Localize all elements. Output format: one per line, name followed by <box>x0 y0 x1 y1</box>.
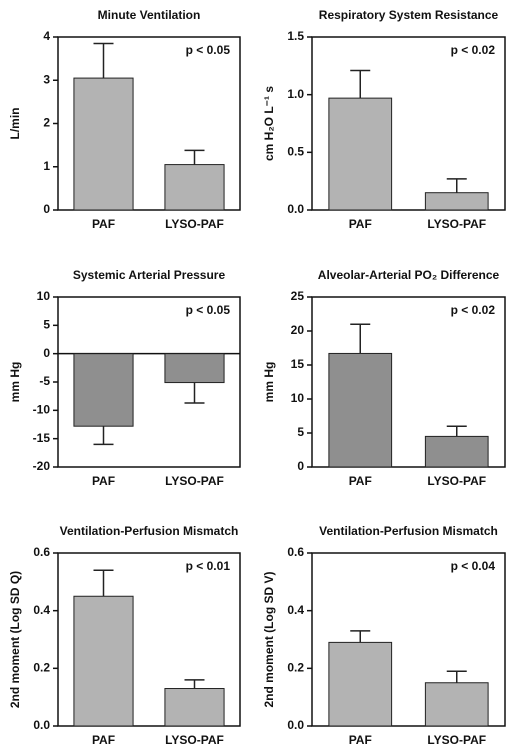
bar <box>328 97 393 211</box>
x-tick-label: PAF <box>92 474 115 488</box>
error-bar <box>350 323 371 354</box>
bar <box>164 353 225 384</box>
error-bar <box>184 149 205 165</box>
x-tick-label: LYSO-PAF <box>427 733 486 747</box>
y-tick-label: 5 <box>297 425 304 439</box>
y-tick-label: -15 <box>33 431 51 445</box>
y-tick-label: 0.4 <box>287 603 304 617</box>
x-tick-label: PAF <box>92 217 115 231</box>
plot-frame <box>311 36 506 211</box>
chart-title: Ventilation-Perfusion Mismatch <box>60 524 239 538</box>
error-bar <box>184 382 205 404</box>
error-bar <box>446 425 467 437</box>
x-tick-label: PAF <box>349 474 372 488</box>
y-axis-label: 2nd moment (Log SD Q) <box>8 571 22 708</box>
chart-title: Systemic Arterial Pressure <box>73 268 226 282</box>
bar <box>73 595 134 727</box>
error-bar <box>93 569 114 597</box>
y-tick-label: 0 <box>43 202 50 216</box>
y-tick-label: 0.2 <box>33 661 50 675</box>
bar <box>164 164 225 211</box>
plot-frame <box>311 552 506 727</box>
y-tick-label: 1 <box>43 159 50 173</box>
bar <box>424 192 489 211</box>
y-tick-label: 10 <box>37 289 51 303</box>
y-tick-label: 0.0 <box>33 718 50 732</box>
y-tick-label: 1.0 <box>287 87 304 101</box>
x-tick-label: LYSO-PAF <box>427 217 486 231</box>
y-tick-label: 2 <box>43 116 50 130</box>
bar <box>328 352 393 468</box>
y-tick-label: 0.4 <box>33 603 50 617</box>
y-tick-label: 4 <box>43 29 50 43</box>
chart-title: Respiratory System Resistance <box>319 8 499 22</box>
y-tick-label: 0.0 <box>287 718 304 732</box>
y-tick-label: -5 <box>39 374 50 388</box>
x-tick-label: PAF <box>349 217 372 231</box>
plot-frame <box>311 296 506 468</box>
y-axis-label: cm H₂O L⁻¹ s <box>262 86 276 161</box>
x-tick-label: PAF <box>349 733 372 747</box>
y-tick-label: -20 <box>33 459 51 473</box>
chart-title: Alveolar-Arterial PO₂ Difference <box>318 268 500 282</box>
y-tick-label: 0.6 <box>287 545 304 559</box>
y-tick-label: 5 <box>43 318 50 332</box>
y-tick-label: 1.5 <box>287 29 304 43</box>
error-bar <box>446 670 467 683</box>
bar <box>164 688 225 727</box>
y-tick-label: 15 <box>291 357 305 371</box>
annotation: p < 0.02 <box>451 43 496 57</box>
y-axis-label: mm Hg <box>8 362 22 403</box>
y-axis-label: mm Hg <box>262 362 276 403</box>
y-tick-label: 0.6 <box>33 545 50 559</box>
annotation: p < 0.02 <box>451 303 496 317</box>
y-tick-label: 0 <box>43 346 50 360</box>
bar <box>328 641 393 727</box>
y-tick-label: 25 <box>291 289 305 303</box>
y-tick-label: 0.5 <box>287 145 304 159</box>
bar <box>424 682 489 727</box>
x-tick-label: LYSO-PAF <box>165 733 224 747</box>
annotation: p < 0.01 <box>186 559 231 573</box>
y-tick-label: 0.2 <box>287 661 304 675</box>
y-tick-label: 3 <box>43 72 50 86</box>
x-tick-label: LYSO-PAF <box>427 474 486 488</box>
y-tick-label: 20 <box>291 323 305 337</box>
error-bar <box>350 630 371 643</box>
y-axis-label: 2nd moment (Log SD V) <box>262 572 276 708</box>
error-bar <box>446 178 467 193</box>
annotation: p < 0.05 <box>186 303 231 317</box>
y-tick-label: -10 <box>33 403 51 417</box>
chart-title: Minute Ventilation <box>98 8 201 22</box>
bar <box>424 435 489 468</box>
x-tick-label: LYSO-PAF <box>165 474 224 488</box>
plot-frame <box>57 552 241 727</box>
annotation: p < 0.04 <box>451 559 496 573</box>
y-tick-label: 0 <box>297 459 304 473</box>
bar <box>73 353 134 427</box>
error-bar <box>93 42 114 79</box>
annotation: p < 0.05 <box>186 43 231 57</box>
error-bar <box>184 679 205 689</box>
error-bar <box>93 426 114 446</box>
y-tick-label: 0.0 <box>287 202 304 216</box>
bar <box>73 77 134 211</box>
y-tick-label: 10 <box>291 391 305 405</box>
x-tick-label: LYSO-PAF <box>165 217 224 231</box>
y-axis-label: L/min <box>8 108 22 140</box>
x-tick-label: PAF <box>92 733 115 747</box>
error-bar <box>350 69 371 99</box>
chart-title: Ventilation-Perfusion Mismatch <box>319 524 498 538</box>
